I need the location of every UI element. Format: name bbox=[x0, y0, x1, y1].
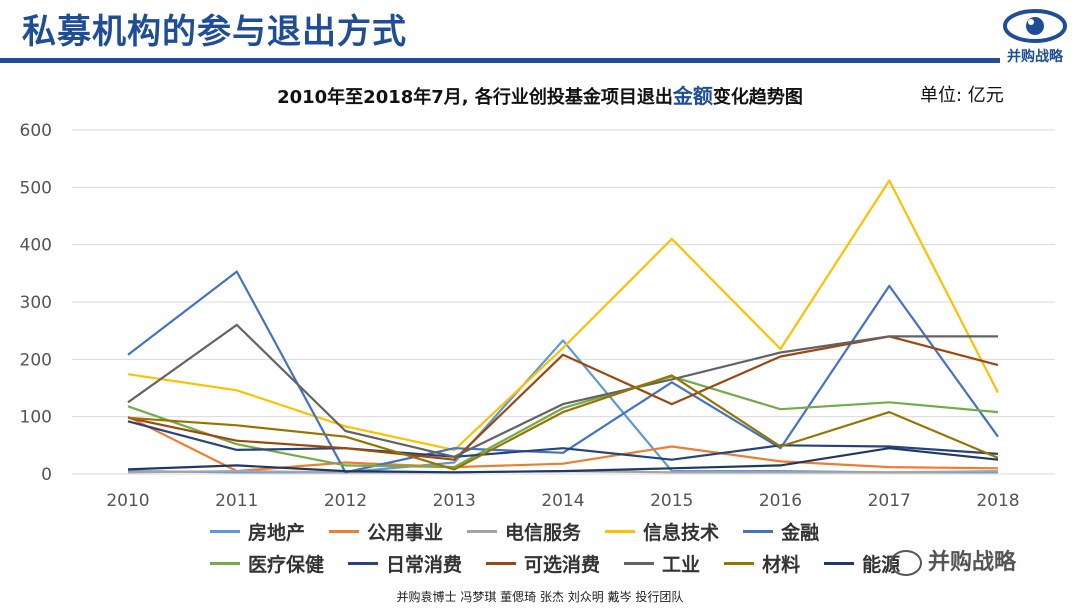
legend-item: 材料 bbox=[724, 550, 800, 576]
y-tick-label: 300 bbox=[20, 293, 52, 313]
legend-label: 材料 bbox=[762, 553, 801, 576]
series-line-材料 bbox=[127, 374, 999, 471]
legend-item: 可选消费 bbox=[486, 550, 600, 576]
legend-label: 医疗保健 bbox=[248, 553, 325, 576]
legend-item: 金融 bbox=[743, 518, 819, 544]
x-tick-label: 2010 bbox=[106, 491, 149, 511]
x-tick-label: 2018 bbox=[976, 491, 1019, 511]
wechat-icon bbox=[890, 550, 922, 576]
y-tick-label: 500 bbox=[20, 178, 52, 198]
legend-item: 信息技术 bbox=[605, 518, 719, 544]
chart-title: 2010年至2018年7月, 各行业创投基金项目退出金额变化趋势图 bbox=[0, 80, 1080, 109]
legend-swatch bbox=[624, 561, 655, 565]
y-tick-label: 400 bbox=[20, 236, 52, 256]
legend-label: 日常消费 bbox=[386, 553, 463, 576]
chart-legend: 房地产 公用事业 电信服务 信息技术 金融医疗保健 日常消费 可选消费 工业 材料 能源 bbox=[210, 518, 930, 576]
series-line-工业 bbox=[127, 323, 998, 458]
legend-item: 电信服务 bbox=[467, 518, 581, 544]
wechat-watermark: 并购战略 bbox=[890, 544, 1016, 576]
x-tick-label: 2012 bbox=[324, 491, 367, 511]
footer-credits: 并购袁博士 冯梦琪 董偲琦 张杰 刘众明 戴岑 投行团队 bbox=[396, 590, 684, 604]
legend-label: 房地产 bbox=[248, 521, 306, 544]
legend-swatch bbox=[724, 561, 755, 565]
legend-swatch bbox=[605, 529, 636, 533]
x-tick-label: 2015 bbox=[650, 491, 693, 511]
x-tick-label: 2017 bbox=[868, 491, 911, 511]
chart-title-pre: 2010年至2018年7月, 各行业创投基金项目退出 bbox=[277, 87, 673, 108]
y-tick-label: 100 bbox=[20, 408, 52, 428]
y-tick-label: 0 bbox=[41, 465, 52, 485]
header-divider bbox=[0, 58, 1000, 63]
legend-swatch bbox=[486, 561, 517, 565]
legend-label: 电信服务 bbox=[505, 521, 582, 544]
series-line-金融 bbox=[127, 270, 999, 474]
page-title: 私募机构的参与退出方式 bbox=[22, 12, 407, 52]
legend-swatch bbox=[210, 561, 240, 565]
series-line-可选消费 bbox=[127, 335, 999, 461]
legend-swatch bbox=[824, 561, 855, 565]
y-tick-label: 600 bbox=[20, 121, 52, 141]
series-line-日常消费 bbox=[127, 420, 999, 461]
series-line-能源 bbox=[127, 447, 999, 474]
x-tick-label: 2013 bbox=[433, 491, 476, 511]
legend-item: 公用事业 bbox=[329, 518, 443, 544]
series-line-公用事业 bbox=[127, 415, 999, 473]
chart-title-post: 变化趋势图 bbox=[712, 87, 803, 108]
legend-swatch bbox=[348, 561, 379, 565]
brand-logo: 并购战略 bbox=[1000, 6, 1070, 68]
series-line-信息技术 bbox=[127, 179, 999, 451]
legend-swatch bbox=[743, 529, 774, 533]
legend-swatch bbox=[467, 529, 498, 533]
legend-item: 日常消费 bbox=[348, 550, 462, 576]
legend-label: 可选消费 bbox=[524, 553, 601, 576]
unit-label: 单位: 亿元 bbox=[920, 85, 1004, 106]
x-tick-label: 2011 bbox=[215, 491, 258, 511]
legend-label: 公用事业 bbox=[367, 521, 444, 544]
watermark-text: 并购战略 bbox=[928, 550, 1017, 575]
logo-text: 并购战略 bbox=[1007, 49, 1063, 65]
legend-item: 医疗保健 bbox=[210, 550, 324, 576]
x-tick-label: 2016 bbox=[759, 491, 802, 511]
eye-icon bbox=[1003, 9, 1067, 43]
legend-label: 金融 bbox=[781, 521, 820, 544]
legend-item: 能源 bbox=[824, 550, 900, 576]
legend-item: 工业 bbox=[624, 550, 700, 576]
y-tick-label: 200 bbox=[20, 350, 52, 370]
chart-title-highlight: 金额 bbox=[672, 84, 713, 108]
series-line-医疗保健 bbox=[127, 375, 999, 469]
x-tick-label: 2014 bbox=[541, 491, 584, 511]
legend-swatch bbox=[210, 529, 240, 533]
legend-item: 房地产 bbox=[210, 518, 305, 544]
legend-label: 工业 bbox=[662, 553, 701, 576]
header: 私募机构的参与退出方式 并购战略 bbox=[0, 0, 1080, 66]
legend-label: 信息技术 bbox=[643, 521, 720, 544]
line-chart: 0 100 200 300 400 500 600 2010 2011 2012 2013 2014 2… bbox=[20, 121, 1055, 511]
legend-swatch bbox=[329, 529, 360, 533]
